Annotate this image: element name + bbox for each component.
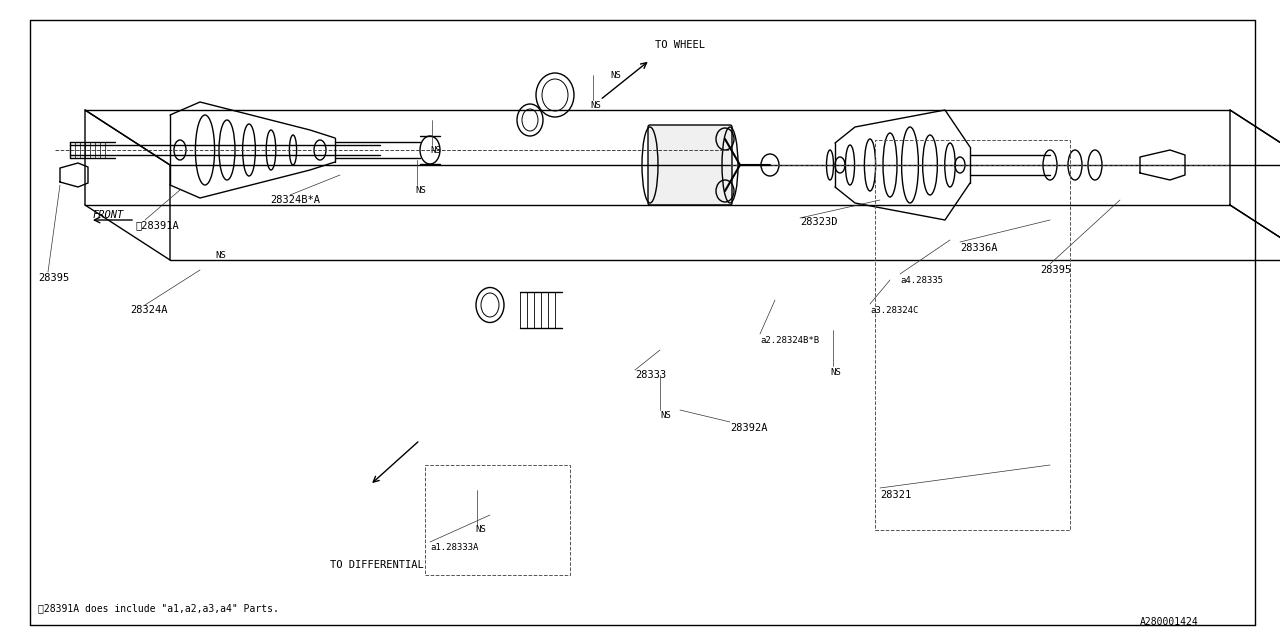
Text: 28324A: 28324A — [131, 305, 168, 315]
Text: 28333: 28333 — [635, 370, 667, 380]
Text: 28323D: 28323D — [800, 217, 837, 227]
Text: a1.28333A: a1.28333A — [430, 543, 479, 552]
Text: NS: NS — [475, 525, 485, 534]
Text: NS: NS — [590, 100, 600, 109]
Text: A280001424: A280001424 — [1140, 617, 1199, 627]
Text: a3.28324C: a3.28324C — [870, 305, 918, 314]
Text: 28336A: 28336A — [960, 243, 997, 253]
Text: NS: NS — [829, 367, 841, 376]
Text: FRONT: FRONT — [93, 210, 124, 220]
Text: a4.28335: a4.28335 — [900, 275, 943, 285]
Text: ※28391A: ※28391A — [134, 220, 179, 230]
Text: a2.28324B*B: a2.28324B*B — [760, 335, 819, 344]
Text: TO WHEEL: TO WHEEL — [655, 40, 705, 50]
Text: 28392A: 28392A — [730, 423, 768, 433]
Text: NS: NS — [660, 410, 671, 419]
Text: TO DIFFERENTIAL: TO DIFFERENTIAL — [330, 560, 424, 570]
Text: 28324B*A: 28324B*A — [270, 195, 320, 205]
Text: NS: NS — [430, 145, 440, 154]
Text: 28395: 28395 — [38, 273, 69, 283]
Text: NS: NS — [215, 250, 225, 259]
Text: 28321: 28321 — [881, 490, 911, 500]
FancyBboxPatch shape — [648, 125, 732, 205]
Text: NS: NS — [415, 186, 426, 195]
Text: ※28391A does include "a1,a2,a3,a4" Parts.: ※28391A does include "a1,a2,a3,a4" Parts… — [38, 603, 279, 613]
Text: NS: NS — [611, 70, 621, 79]
Text: 28395: 28395 — [1039, 265, 1071, 275]
